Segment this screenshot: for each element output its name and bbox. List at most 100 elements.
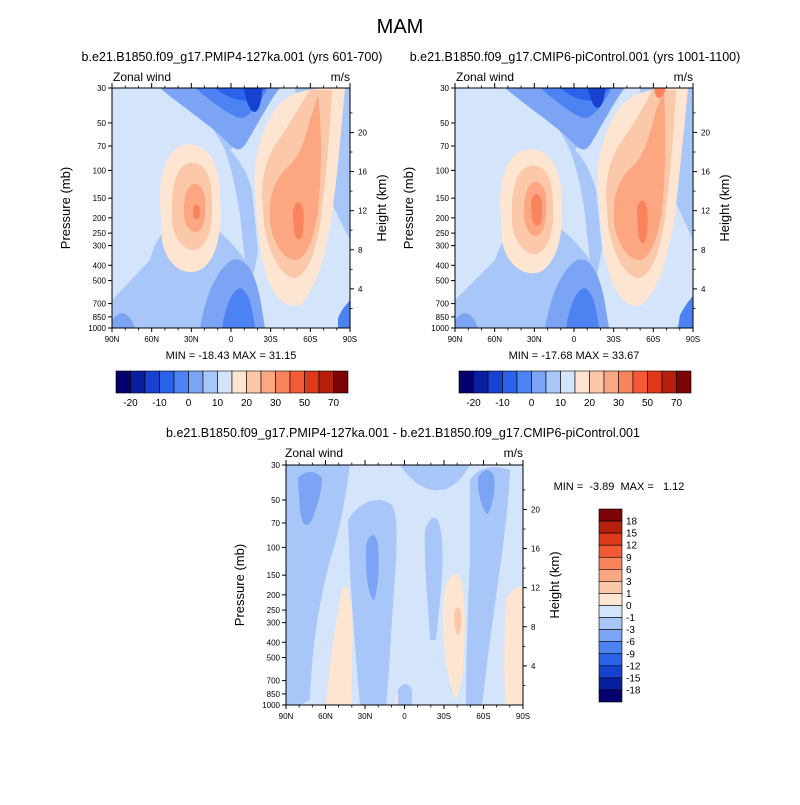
panel-3-neg-band-2 [348,500,397,705]
colorbar-2-swatch [676,370,692,394]
colorbar-diff-label: 0 [626,601,632,612]
panel-2-ptick-label: 200 [436,214,450,223]
panel-3-lat-label: 30S [437,712,451,721]
panel-2: b.e21.B1850.f09_g17.CMIP6-piControl.001 … [401,50,740,362]
panel-3-lat-label: 90S [516,712,530,721]
colorbar-1-swatch [173,370,189,394]
colorbar-diff-swatch [598,569,623,582]
colorbar-1: -20 -10 0 10 20 30 50 70 [115,370,349,409]
colorbar-1-label: -10 [152,398,167,409]
panel-2-lat-label: 90N [448,335,463,344]
panel-1-lat-label: 30N [184,335,199,344]
panel-1-height-label: 20 [358,128,367,137]
panel-2-ptick-label: 1000 [431,324,449,333]
panel-3-pos-1 [326,586,353,705]
panel-3-lat-label: 60S [476,712,490,721]
panel-3: b.e21.B1850.f09_g17.PMIP4-127ka.001 - b.… [166,426,684,721]
panel-1-height-label: 8 [358,246,363,255]
panel-1-ptick-label: 300 [93,242,107,251]
colorbar-1-swatch [159,370,175,394]
panel-1-axes: 305070100150200250300400500700850100090N… [58,83,389,344]
panel-1-height-label: 4 [358,285,363,294]
panel-1-ylabel: Pressure (mb) [58,167,73,249]
panel-2-ptick-label: 400 [436,261,450,270]
colorbar-diff-label: -3 [626,625,635,636]
panel-2-lat-label: 60N [487,335,502,344]
panel-1-sh-jet-peak [293,202,304,240]
panel-3-ptick-label: 200 [267,591,281,600]
colorbar-2-swatch [632,370,648,394]
panel-3-left-label: Zonal wind [285,446,343,460]
panel-1-height-label: 16 [358,168,367,177]
panel-1-ptick-label: 100 [93,166,107,175]
colorbar-2-swatch [618,370,634,394]
panel-2-topo [678,296,693,328]
panel-1-ptick-label: 400 [93,261,107,270]
panel-3-neg-core-3 [478,470,495,514]
panel-1-lat-label: 0 [229,335,234,344]
panel-1-low-easterly-core [222,288,255,328]
panel-3-ptick-label: 400 [267,638,281,647]
colorbar-diff-label: -18 [626,685,641,696]
colorbar-diff-swatch [598,593,623,606]
panel-1-ptick-label: 150 [93,194,107,203]
colorbar-diff-swatch [598,605,623,618]
colorbar-2-swatch [516,370,532,394]
colorbar-2-swatch [560,370,576,394]
panel-1-lat-label: 60S [303,335,317,344]
panel-3-ylabel: Pressure (mb) [232,544,247,626]
panel-2-height-label: 12 [701,207,710,216]
panel-2-lat-label: 30N [527,335,542,344]
panel-2-axes: 305070100150200250300400500700850100090N… [401,83,732,344]
panel-2-height-label: 20 [701,128,710,137]
colorbar-1-label: 50 [299,398,311,409]
colorbar-1-swatch [246,370,262,394]
colorbar-2-swatch [473,370,489,394]
panel-3-ptick-label: 850 [267,690,281,699]
panel-2-upper-peak [654,88,666,98]
colorbar-diff-label: 3 [626,577,632,588]
colorbar-diff-label: 12 [626,541,638,552]
panel-1-sh-jet-core [270,95,321,260]
panel-3-ptick-label: 30 [271,461,280,470]
panel-3-lat-label: 0 [402,712,407,721]
colorbar-diff-swatch [598,556,623,570]
panel-3-title: b.e21.B1850.f09_g17.PMIP4-127ka.001 - b.… [166,426,640,440]
colorbar-1-label: 30 [270,398,282,409]
panel-3-height-label: 8 [531,623,536,632]
colorbar-diff-label: 1 [626,589,632,600]
panel-3-ptick-label: 50 [271,496,280,505]
panel-2-ptick-label: 150 [436,194,450,203]
colorbar-1-label: -20 [123,398,138,409]
panel-2-lat-label: 0 [572,335,577,344]
panel-2-stats: MIN = -17.68 MAX = 33.67 [509,350,640,362]
panel-2-ptick-label: 30 [440,84,449,93]
panel-3-pos-core [454,607,462,636]
colorbar-2-swatch [531,370,547,394]
panel-1-ptick-label: 200 [93,214,107,223]
panel-3-ylabel-right: Height (km) [547,551,562,618]
panel-2-height-label: 4 [701,285,706,294]
colorbar-2-swatch [502,370,518,394]
panel-3-neg-bottom [398,684,412,705]
colorbar-1-swatch [130,370,146,394]
colorbar-diff-swatch [598,641,623,655]
colorbar-2-label: 30 [613,398,625,409]
colorbar-diff-label: -12 [626,661,641,672]
panel-2-polar [455,313,478,328]
panel-3-axes: 305070100150200250300400500700850100090N… [232,460,562,721]
colorbar-2-swatch [545,370,561,394]
colorbar-2-label: 0 [529,398,535,409]
panel-1-lat-label: 30S [264,335,278,344]
panel-3-height-label: 16 [531,545,540,554]
panel-1-lat-label: 90S [343,335,357,344]
panel-3-stats: MIN = -3.89 MAX = 1.12 [554,481,685,493]
panel-3-neg-core-2 [366,535,379,600]
panel-1-ptick-label: 50 [97,119,106,128]
panel-2-title: b.e21.B1850.f09_g17.CMIP6-piControl.001 … [410,50,741,64]
panel-3-neg-band-4 [424,517,443,640]
panel-3-height-label: 12 [531,584,540,593]
colorbar-diff-swatch [598,508,623,522]
panel-3-lat-label: 90N [279,712,294,721]
